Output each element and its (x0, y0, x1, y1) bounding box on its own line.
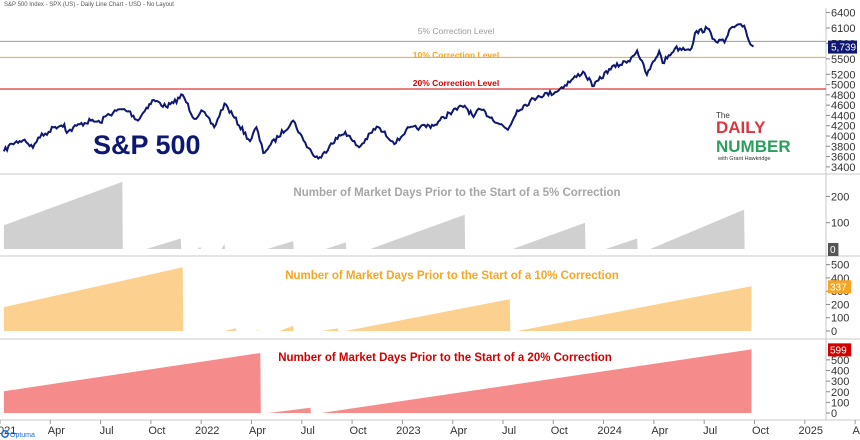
y-tick-label: 100 (831, 218, 849, 230)
y-tick-label: 400 (831, 366, 849, 378)
days5-last-value: 0 (830, 245, 836, 256)
x-tick-label: Apr (651, 425, 668, 437)
y-tick-label: 4000 (831, 131, 855, 143)
last-price-value: 5,739 (831, 43, 856, 54)
correction-level-label: 10% Correction Level (413, 50, 499, 60)
y-tick-label: 3400 (831, 162, 855, 174)
y-tick-label: 4200 (831, 121, 855, 133)
x-tick-label: 2025 (799, 425, 823, 437)
y-tick-label: 4400 (831, 110, 855, 122)
x-tick-label: Oct (148, 425, 165, 437)
days10-last-value: 337 (830, 282, 847, 293)
x-tick-label: Apr (48, 425, 65, 437)
y-tick-label: 3800 (831, 141, 855, 153)
last-price-badge-box (828, 40, 857, 54)
x-tick-label: Oct (551, 425, 568, 437)
daily-number-logo: The DAILY NUMBER with Grant Hawkridge (716, 111, 791, 162)
x-tick-label: 2024 (597, 425, 621, 437)
y-tick-label: 300 (831, 376, 849, 388)
panel-10pct-correction: Number of Market Days Prior to the Start… (3, 260, 852, 338)
days5-last-badge-box (828, 243, 839, 256)
optuma-brand: Optuma (1, 430, 35, 439)
days20-title: Number of Market Days Prior to the Start… (278, 352, 612, 364)
x-tick-label: Oct (752, 425, 769, 437)
days20-last-badge-box (828, 343, 852, 357)
y-tick-label: 200 (831, 387, 849, 399)
price-y-axis: 3400360038004000420044004600480050005200… (826, 8, 855, 174)
price-line (2, 23, 755, 161)
y-tick-label: 3600 (831, 152, 855, 164)
y-tick-label: 200 (831, 299, 849, 311)
y-tick-label: 100 (831, 397, 849, 409)
correction-levels: 5% Correction Level 10% Correction Level 2… (0, 26, 826, 90)
y-tick-label: 4600 (831, 100, 855, 112)
price-panel: 5% Correction Level 10% Correction Level 2… (0, 8, 857, 174)
days20-last-value: 599 (830, 345, 847, 356)
x-tick-label: Apr (450, 425, 467, 437)
y-tick-label: 6400 (831, 8, 855, 20)
logo-tagline: with Grant Hawkridge (717, 156, 771, 162)
x-tick-label: Apr (249, 425, 266, 437)
y-tick-label: 5000 (831, 80, 855, 92)
y-tick-label: 6100 (831, 23, 855, 35)
y-tick-label: 200 (831, 191, 849, 203)
correction-level-label: 20% Correction Level (413, 78, 499, 88)
x-tick-label: 2023 (396, 425, 420, 437)
y-tick-label: 5500 (831, 54, 855, 66)
days20-area (3, 349, 752, 413)
y-tick-label: 100 (831, 313, 849, 325)
y-tick-label: 500 (831, 355, 849, 367)
x-tick-label: 2022 (195, 425, 219, 437)
x-tick-label: Jul (502, 425, 516, 437)
y-tick-label: 0 (831, 326, 837, 338)
x-tick-label: Jul (703, 425, 717, 437)
last-price-badge: 5,739 (828, 40, 857, 54)
optuma-logo-icon (1, 430, 9, 438)
x-tick-label: 021 (0, 425, 16, 437)
correction-level-label: 5% Correction Level (418, 26, 495, 36)
y-tick-label: 5200 (831, 69, 855, 81)
panel-5pct-correction: Number of Market Days Prior to the Start… (3, 181, 849, 256)
optuma-label: Optuma (10, 432, 35, 439)
chart-title: S&P 500 (93, 130, 201, 160)
logo-line1: The (716, 111, 730, 120)
days10-last-badge-box (828, 280, 852, 294)
x-tick-label: Oct (350, 425, 367, 437)
y-tick-label: 500 (831, 260, 849, 272)
days10-title: Number of Market Days Prior to the Start… (285, 270, 619, 282)
panel-frames (0, 8, 860, 421)
x-tick-label: Jul (100, 425, 114, 437)
logo-word2: NUMBER (716, 137, 791, 156)
chart-header: S&P 500 Index - SPX (US) - Daily Line Ch… (4, 2, 174, 8)
days5-title: Number of Market Days Prior to the Start… (293, 187, 620, 199)
days10-area (3, 267, 752, 331)
days5-area (3, 181, 745, 249)
panel-20pct-correction: Number of Market Days Prior to the Start… (3, 343, 852, 420)
x-tick-label: Apr (853, 425, 860, 437)
x-axis: 021 Apr Jul Oct 2022 Apr Jul Oct 2023 Apr Jul Oct 20… (0, 420, 860, 437)
logo-word1: DAILY (716, 118, 766, 137)
x-tick-label: Jul (301, 425, 315, 437)
y-tick-label: 0 (831, 408, 837, 420)
y-tick-label: 4800 (831, 90, 855, 102)
